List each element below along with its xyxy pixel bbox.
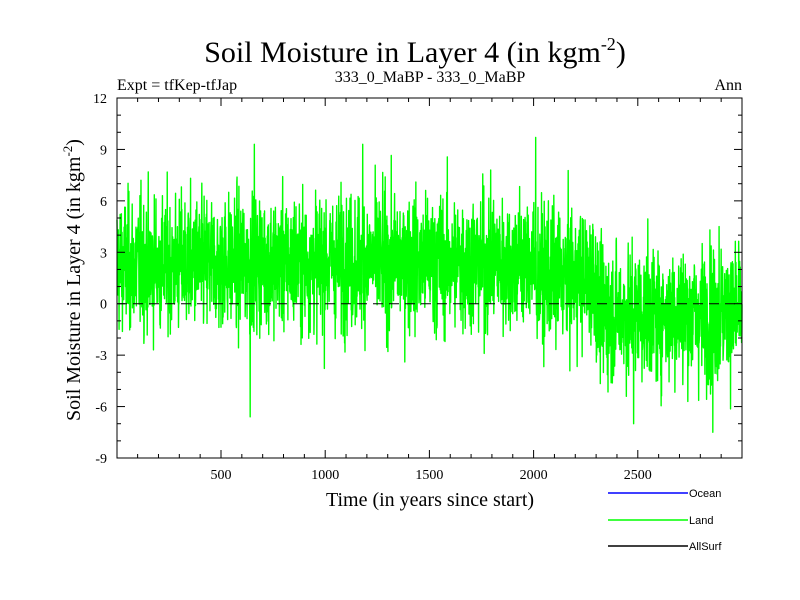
period-label: 333_0_MaBP - 333_0_MaBP: [335, 69, 526, 86]
y-tick-label: 6: [100, 195, 107, 210]
x-tick-label: 2500: [624, 468, 652, 483]
chart-title: Soil Moisture in Layer 4 (in kgm-2): [204, 34, 626, 69]
season-label: Ann: [714, 77, 742, 94]
y-tick-label: 9: [100, 143, 107, 158]
x-tick-label: 2000: [520, 468, 548, 483]
x-tick-label: 1000: [311, 468, 339, 483]
y-tick-label: -3: [95, 349, 107, 364]
y-tick-label: -6: [95, 401, 107, 416]
legend-ocean-label: Ocean: [689, 488, 721, 500]
x-ticks: 500 1000 1500 2000 2500: [137, 98, 722, 483]
y-ticks: -9 -6 -3 0 3 6 9 12: [93, 92, 742, 467]
x-axis-label: Time (in years since start): [326, 489, 534, 511]
experiment-label: Expt = tfKep-tfJap: [117, 77, 237, 94]
y-tick-label: 12: [93, 92, 107, 107]
series-layer: [116, 136, 743, 433]
x-tick-label: 1500: [415, 468, 443, 483]
y-tick-label: 0: [100, 298, 107, 313]
legend: Ocean Land AllSurf: [608, 488, 722, 553]
y-tick-label: 3: [100, 246, 107, 261]
y-tick-label: -9: [95, 452, 107, 467]
land-series-line: [116, 136, 743, 433]
legend-land-label: Land: [689, 515, 713, 527]
y-axis-label: Soil Moisture in Layer 4 (in kgm-2): [60, 139, 85, 421]
legend-allsurf-label: AllSurf: [689, 541, 722, 553]
x-tick-label: 500: [210, 468, 231, 483]
